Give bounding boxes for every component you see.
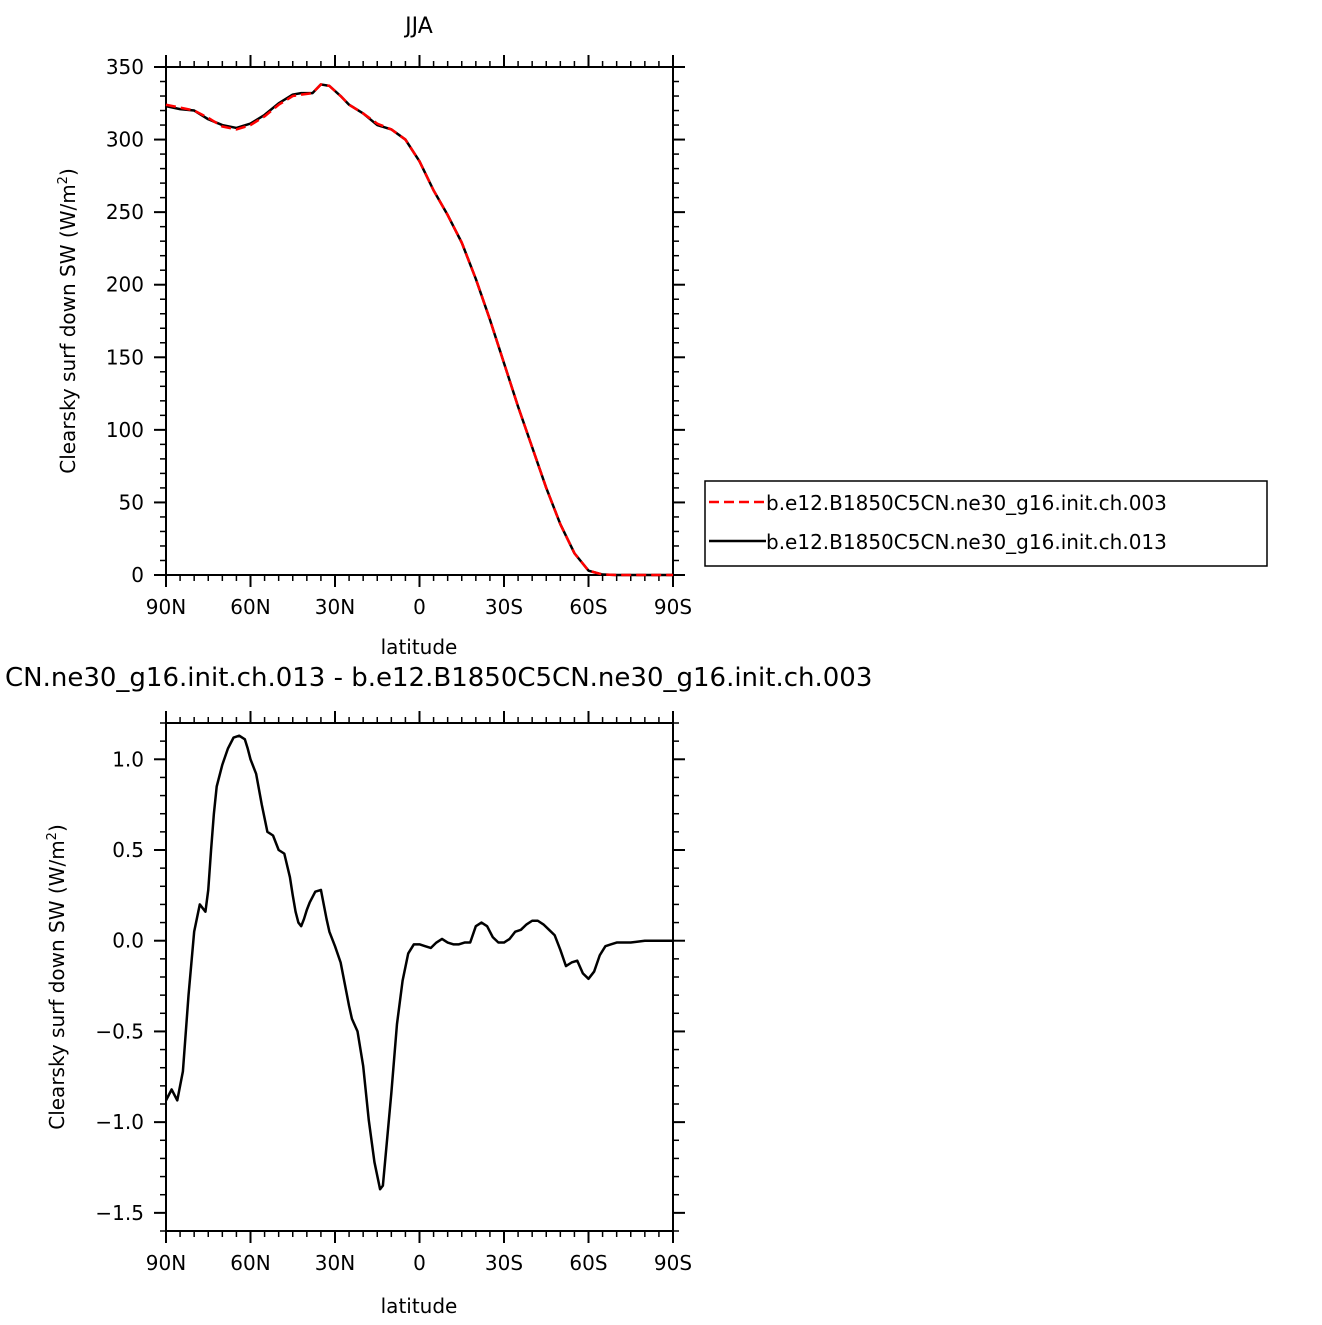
- x-tick-label: 60S: [569, 1251, 607, 1275]
- legend-box: [704, 480, 1268, 567]
- y-tick-label: −0.5: [95, 1019, 144, 1043]
- x-tick-label: 0: [413, 595, 426, 619]
- bottom-y-axis-label-main: Clearsky surf down SW (W/m: [45, 840, 69, 1129]
- y-tick-label: 150: [106, 345, 144, 369]
- top-plot-area: 90N 60N 30N 0 30S 60S 90S 0 50 100 150 200 250 300 350: [106, 55, 692, 619]
- bottom-x-axis-label: latitude: [381, 1294, 458, 1318]
- y-tick-label: 250: [106, 200, 144, 224]
- top-y-axis-label-superscript: 2: [56, 176, 71, 184]
- legend: b.e12.B1850C5CN.ne30_g16.init.ch.003 b.e…: [704, 480, 1268, 567]
- y-tick-label: 0.0: [112, 929, 144, 953]
- y-tick-label: −1.5: [95, 1201, 144, 1225]
- y-tick-label: 350: [106, 55, 144, 79]
- x-tick-label: 60N: [230, 1251, 270, 1275]
- x-tick-label: 90S: [654, 595, 692, 619]
- series-line-0-1: [165, 83, 673, 577]
- x-tick-label: 0: [413, 1251, 426, 1275]
- series-line-1-0: [164, 734, 673, 1191]
- bottom-panel: CN.ne30_g16.init.ch.013 - b.e12.B1850C5C…: [5, 663, 872, 1318]
- x-tick-label: 90S: [654, 1251, 692, 1275]
- top-y-axis-label-main: Clearsky surf down SW (W/m: [56, 184, 80, 473]
- y-tick-label: 300: [106, 128, 144, 152]
- plot-frame-1: [165, 722, 674, 1232]
- top-y-axis-label-close: ): [56, 168, 80, 176]
- legend-label-013: b.e12.B1850C5CN.ne30_g16.init.ch.013: [766, 530, 1167, 554]
- top-x-axis-label: latitude: [381, 635, 458, 659]
- top-y-axis-label: Clearsky surf down SW (W/m2): [56, 168, 80, 474]
- x-tick-label: 30S: [485, 1251, 523, 1275]
- x-tick-label: 30N: [315, 595, 355, 619]
- x-tick-label: 30N: [315, 1251, 355, 1275]
- bottom-y-axis-label-close: ): [45, 824, 69, 832]
- y-tick-label: −1.0: [95, 1110, 144, 1134]
- series-line-0-0: [165, 83, 673, 577]
- y-tick-label: 50: [119, 490, 144, 514]
- bottom-y-axis-label-superscript: 2: [45, 832, 60, 840]
- y-tick-label: 200: [106, 273, 144, 297]
- top-chart-title: JJA: [403, 14, 433, 39]
- y-tick-label: 0.5: [112, 838, 144, 862]
- x-tick-label: 90N: [146, 1251, 186, 1275]
- bottom-chart-title: CN.ne30_g16.init.ch.013 - b.e12.B1850C5C…: [5, 663, 872, 693]
- x-tick-label: 30S: [485, 595, 523, 619]
- y-tick-label: 1.0: [112, 747, 144, 771]
- x-tick-label: 60N: [230, 595, 270, 619]
- bottom-plot-area: 90N 60N 30N 0 30S 60S 90S −1.5 −1.0 −0.5 0.0 0.5 1.0: [95, 711, 692, 1275]
- x-tick-label: 60S: [569, 595, 607, 619]
- plot-frame-0: [165, 66, 674, 576]
- x-tick-label: 90N: [146, 595, 186, 619]
- y-tick-label: 100: [106, 418, 144, 442]
- bottom-y-axis-label: Clearsky surf down SW (W/m2): [45, 824, 69, 1130]
- top-panel: JJA 90N 60N 30N 0 30S 60S 90S 0 50 100 150 200 250 30…: [56, 14, 692, 659]
- legend-label-003: b.e12.B1850C5CN.ne30_g16.init.ch.003: [766, 491, 1167, 515]
- y-tick-label: 0: [131, 563, 144, 587]
